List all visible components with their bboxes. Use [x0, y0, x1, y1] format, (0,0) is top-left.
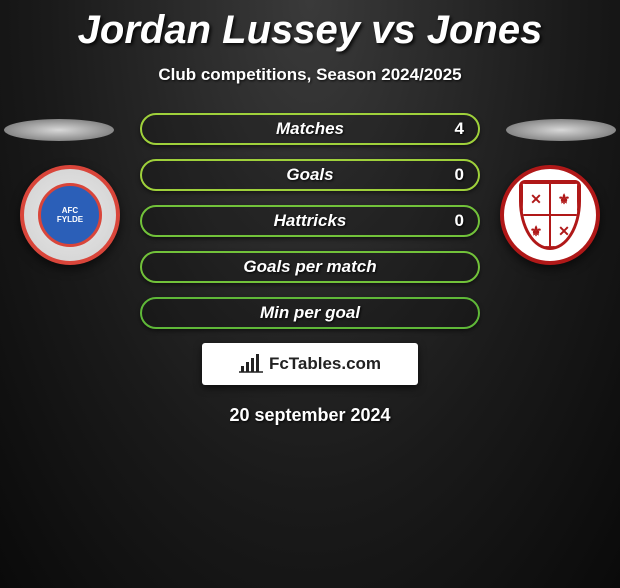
date-label: 20 september 2024 [0, 405, 620, 426]
stat-row-goals-per-match: Goals per match [140, 251, 480, 283]
stat-right-value: 0 [455, 207, 464, 235]
stat-right-value: 4 [455, 115, 464, 143]
page-title: Jordan Lussey vs Jones [0, 8, 620, 53]
club-crest-left: AFCFYLDE [20, 165, 120, 265]
stat-row-min-per-goal: Min per goal [140, 297, 480, 329]
crest-left-icon: AFCFYLDE [38, 183, 102, 247]
subtitle: Club competitions, Season 2024/2025 [0, 65, 620, 85]
comparison-content: AFCFYLDE ✕⚜⚜✕ Matches 4 Goals 0 Hattrick… [0, 113, 620, 426]
club-crest-right: ✕⚜⚜✕ [500, 165, 600, 265]
chart-icon [239, 354, 263, 374]
stat-label: Min per goal [142, 299, 478, 327]
stat-label: Goals [142, 161, 478, 189]
attribution-badge: FcTables.com [202, 343, 418, 385]
attribution-text: FcTables.com [269, 354, 381, 374]
stat-row-matches: Matches 4 [140, 113, 480, 145]
stat-bars: Matches 4 Goals 0 Hattricks 0 Goals per … [140, 113, 480, 329]
platform-left [4, 119, 114, 141]
stat-label: Hattricks [142, 207, 478, 235]
stat-right-value: 0 [455, 161, 464, 189]
crest-right-icon: ✕⚜⚜✕ [519, 180, 581, 250]
stat-label: Goals per match [142, 253, 478, 281]
platform-right [506, 119, 616, 141]
stat-row-goals: Goals 0 [140, 159, 480, 191]
stat-label: Matches [142, 115, 478, 143]
stat-row-hattricks: Hattricks 0 [140, 205, 480, 237]
